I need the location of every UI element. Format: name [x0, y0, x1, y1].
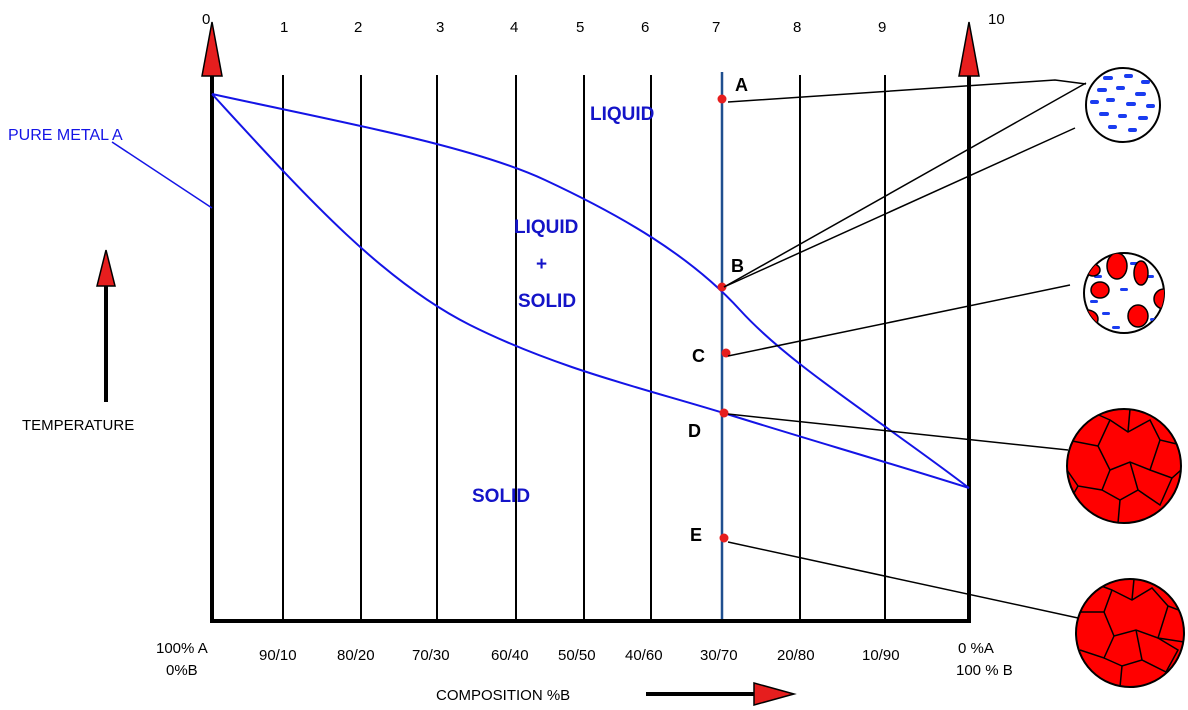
microstructure-liquid [1085, 67, 1161, 143]
leader-c [727, 284, 1071, 357]
region-liquid: LIQUID [590, 104, 654, 125]
point-label-e: E [690, 525, 702, 545]
top-number-1: 1 [280, 19, 288, 36]
composition-label-1: 90/10 [259, 647, 297, 664]
region-liquid-solid-bottom: SOLID [518, 291, 576, 312]
microstructure-leaders [723, 79, 1087, 619]
composition-label-6: 40/60 [625, 647, 663, 664]
top-number-10: 10 [988, 11, 1005, 28]
point-label-a: A [735, 75, 748, 95]
top-number-3: 3 [436, 19, 444, 36]
point-label-b: B [731, 256, 744, 276]
top-number-4: 4 [510, 19, 518, 36]
leader-d [727, 413, 1069, 451]
marker-a [717, 94, 727, 104]
region-solid: SOLID [472, 486, 530, 507]
axes [210, 72, 971, 623]
solidus-curve [211, 93, 970, 489]
top-number-6: 6 [641, 19, 649, 36]
leader-a [727, 79, 1087, 103]
leader-b2 [723, 82, 1087, 288]
composition-label-0: 100% A [156, 640, 208, 657]
leader-e [727, 541, 1079, 619]
pure-metal-leader [111, 141, 213, 209]
top-number-0: 0 [202, 11, 210, 28]
composition-label-7: 30/70 [700, 647, 738, 664]
marker-b [717, 282, 727, 292]
composition-label-10-line2: 100 % B [956, 662, 1013, 679]
point-label-c: C [692, 346, 705, 366]
composition-label-0-line2: 0%B [166, 662, 198, 679]
composition-axis-label: COMPOSITION %B [436, 687, 570, 704]
temperature-label: TEMPERATURE [22, 417, 134, 434]
marker-e [719, 533, 729, 543]
top-axis-numbers: 0 1 2 3 4 5 6 7 8 9 10 [202, 11, 1005, 36]
leader-b1 [723, 127, 1076, 288]
point-label-d: D [688, 421, 701, 441]
region-liquid-solid-top: LIQUID [514, 217, 578, 238]
composition-label-8: 20/80 [777, 647, 815, 664]
top-number-7: 7 [712, 19, 720, 36]
composition-label-5: 50/50 [558, 647, 596, 664]
microstructure-solid-d [1066, 408, 1182, 524]
composition-label-10: 0 %A [958, 640, 994, 657]
marker-d [719, 408, 729, 418]
liquidus-curve [211, 93, 970, 489]
top-number-5: 5 [576, 19, 584, 36]
composition-label-3: 70/30 [412, 647, 450, 664]
composition-label-4: 60/40 [491, 647, 529, 664]
pure-metal-label: PURE METAL A [8, 127, 123, 144]
microstructure-liquid-solid [1083, 252, 1165, 334]
temperature-arrow-icon [96, 249, 116, 287]
top-number-8: 8 [793, 19, 801, 36]
left-axis-arrow-icon [201, 21, 223, 77]
top-number-2: 2 [354, 19, 362, 36]
region-plus: + [536, 254, 547, 275]
top-number-9: 9 [878, 19, 886, 36]
alloy-point-markers [717, 94, 731, 543]
composition-labels: 100% A 0%B 90/10 80/20 70/30 60/40 50/50… [156, 640, 1013, 679]
composition-label-9: 10/90 [862, 647, 900, 664]
composition-arrow-icon [753, 682, 797, 706]
composition-label-2: 80/20 [337, 647, 375, 664]
composition-grid-lines [282, 75, 886, 622]
right-axis-arrow-icon [958, 21, 980, 77]
microstructure-solid-e [1075, 578, 1185, 688]
